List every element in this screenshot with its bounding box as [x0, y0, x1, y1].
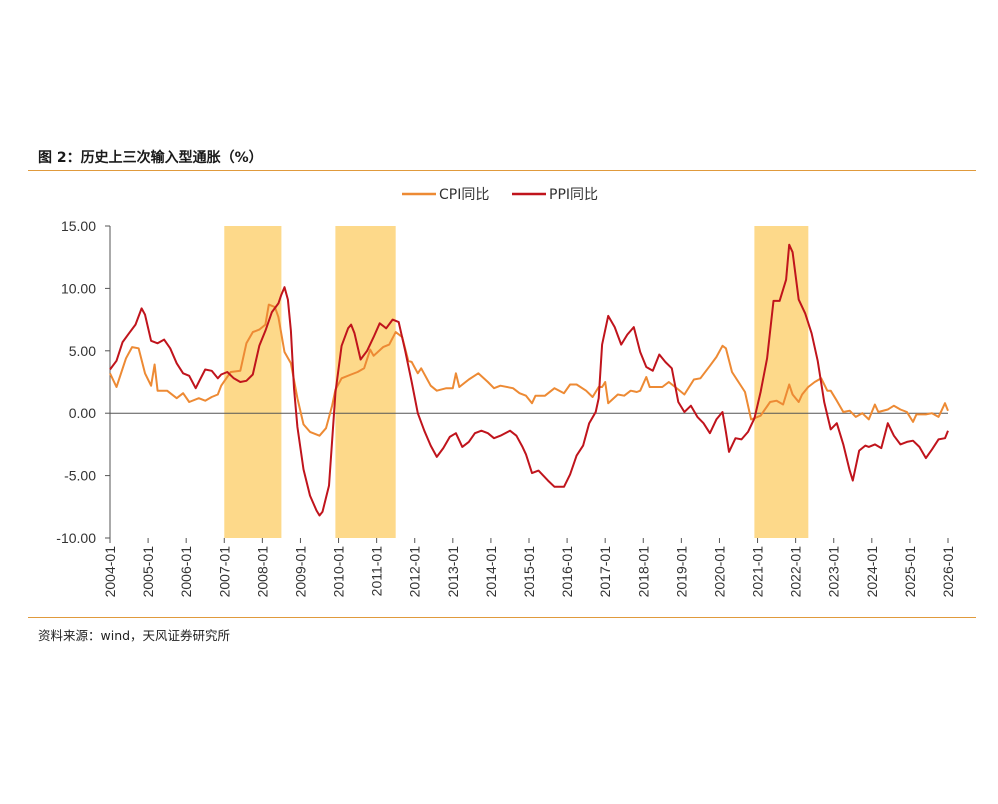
- legend: CPI同比 PPI同比: [402, 187, 598, 203]
- x-tick-label: 2006-01: [178, 546, 194, 598]
- bottom-divider: [28, 617, 976, 618]
- ppi-series-line: [109, 243, 949, 517]
- x-tick-label: 2016-01: [559, 546, 575, 598]
- x-tick-label: 2007-01: [216, 546, 232, 598]
- x-tick-label: 2017-01: [597, 546, 613, 598]
- y-tick-label: 0.00: [69, 405, 96, 421]
- x-tick-label: 2020-01: [711, 546, 727, 598]
- cpi-series-line: [109, 303, 949, 437]
- figure-title: 图 2：历史上三次输入型通胀（%）: [38, 150, 263, 166]
- x-tick-label: 2022-01: [788, 546, 804, 598]
- x-tick-label: 2026-01: [940, 546, 956, 598]
- x-tick-label: 2009-01: [292, 546, 308, 598]
- y-tick-label: 15.00: [61, 218, 96, 234]
- x-tick-label: 2023-01: [826, 546, 842, 598]
- y-tick-label: 5.00: [69, 343, 96, 359]
- x-tick-label: 2004-01: [102, 546, 118, 598]
- y-tick-label: -5.00: [64, 468, 96, 484]
- figure-source: 资料来源：wind，天风证券研究所: [38, 628, 231, 643]
- series-lines: [109, 243, 949, 517]
- x-tick-label: 2005-01: [140, 546, 156, 598]
- shaded-periods: [224, 226, 809, 538]
- axes: 15.00 10.00 5.00 0.00 -5.00 -10.00 2004-01 2005…: [56, 218, 956, 597]
- x-tick-label: 2024-01: [864, 546, 880, 598]
- x-tick-label: 2015-01: [521, 546, 537, 598]
- cpi-legend-label: CPI同比: [439, 187, 489, 203]
- x-tick-label: 2010-01: [331, 546, 347, 598]
- y-tick-label: 10.00: [61, 280, 96, 296]
- x-tick-label: 2021-01: [750, 546, 766, 598]
- y-tick-label: -10.00: [56, 530, 96, 546]
- x-tick-label: 2019-01: [673, 546, 689, 598]
- shaded-period: [224, 226, 282, 538]
- x-tick-label: 2014-01: [483, 546, 499, 598]
- top-divider: [28, 170, 976, 171]
- shaded-period: [335, 226, 396, 538]
- x-tick-label: 2025-01: [902, 546, 918, 598]
- x-tick-label: 2008-01: [254, 546, 270, 598]
- ppi-legend-label: PPI同比: [549, 187, 598, 203]
- x-tick-label: 2012-01: [407, 546, 423, 598]
- x-tick-label: 2013-01: [445, 546, 461, 598]
- x-tick-label: 2011-01: [369, 546, 385, 597]
- x-tick-label: 2018-01: [635, 546, 651, 598]
